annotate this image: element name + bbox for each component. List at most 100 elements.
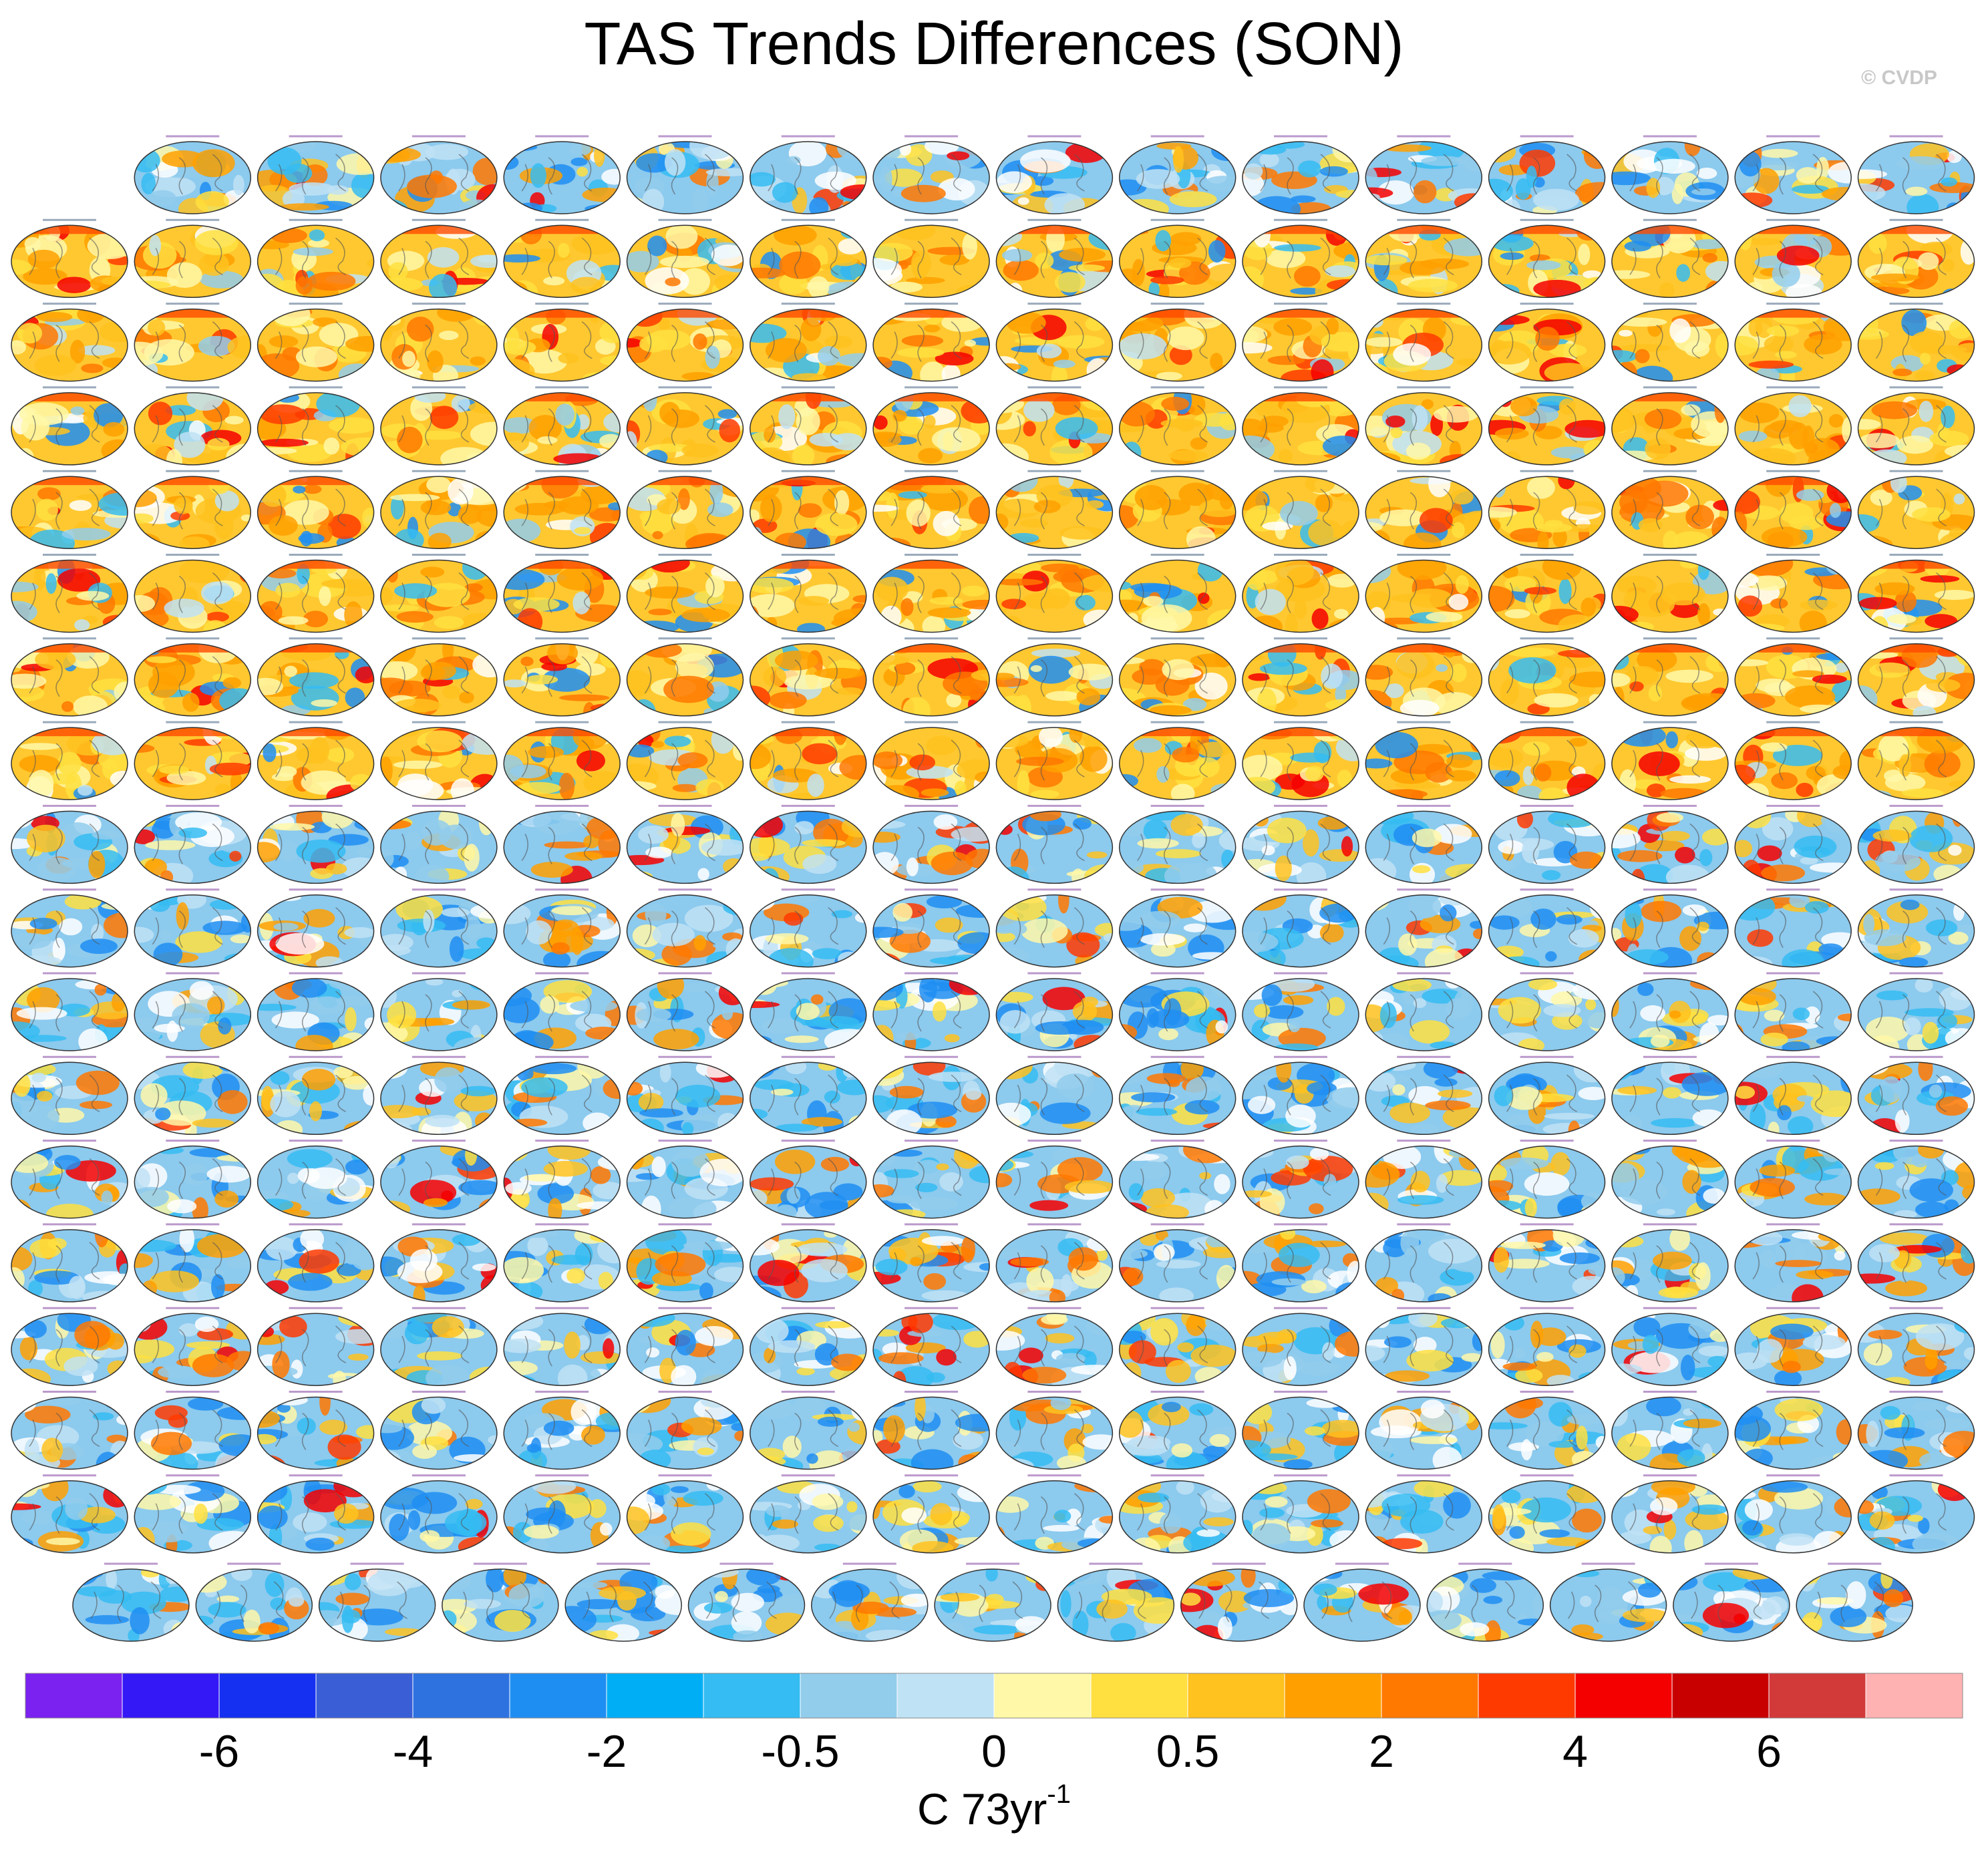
map-blob xyxy=(354,818,389,831)
map-arctic xyxy=(1734,727,1852,736)
map-field xyxy=(377,719,512,803)
credit: © CVDP xyxy=(1861,67,1937,89)
map-blob xyxy=(244,313,255,323)
map-blob xyxy=(807,774,824,797)
map-field xyxy=(987,1146,1123,1219)
map-blob xyxy=(275,933,324,955)
map-blob xyxy=(1727,572,1758,587)
map-blob xyxy=(700,1159,748,1186)
map-field xyxy=(737,224,872,299)
map-blob xyxy=(643,387,657,411)
map-blob xyxy=(462,731,512,755)
map-blob xyxy=(46,1204,94,1226)
map-blob xyxy=(326,863,347,874)
map-arctic xyxy=(872,560,990,569)
map-blob xyxy=(329,417,377,434)
map-blob xyxy=(1119,810,1146,837)
map-blob xyxy=(718,886,762,909)
map-field xyxy=(1596,723,1729,800)
map-blob xyxy=(1255,589,1286,615)
map-field xyxy=(1729,469,1866,549)
map-blob xyxy=(1254,1004,1270,1018)
map-blob xyxy=(1071,868,1085,886)
map-field xyxy=(1837,141,1984,220)
map-blob xyxy=(1749,361,1794,369)
map-blob xyxy=(608,502,624,510)
map-blob xyxy=(472,652,508,677)
map-blob xyxy=(16,1035,66,1042)
map-field xyxy=(1106,975,1240,1051)
map-panel xyxy=(363,973,497,1058)
map-panel xyxy=(1729,469,1866,549)
map-panel xyxy=(1351,806,1497,892)
map-blob xyxy=(1500,1158,1549,1170)
map-blob xyxy=(1918,252,1939,271)
map-field xyxy=(373,555,517,635)
map-panel xyxy=(853,218,999,299)
map-blob xyxy=(178,828,207,838)
map-blob xyxy=(608,781,656,791)
map-blob xyxy=(1830,503,1841,518)
map-blob xyxy=(1551,447,1588,459)
map-blob xyxy=(1556,914,1583,924)
map-blob xyxy=(875,577,908,602)
map-blob xyxy=(966,1087,982,1099)
map-blob xyxy=(901,185,946,202)
map-blob xyxy=(981,645,1018,653)
map-blob xyxy=(57,752,81,776)
map-field xyxy=(1845,643,1988,720)
map-blob xyxy=(1244,164,1263,180)
map-blob xyxy=(1733,956,1772,971)
map-panel xyxy=(486,304,640,387)
map-field xyxy=(1727,550,1862,636)
map-blob xyxy=(1452,522,1465,538)
map-panel xyxy=(737,386,867,475)
map-blob xyxy=(1788,395,1812,417)
map-blob xyxy=(1112,581,1132,590)
map-field xyxy=(1485,1057,1609,1142)
map-field xyxy=(114,309,268,382)
map-blob xyxy=(512,289,526,297)
map-blob xyxy=(602,808,625,824)
map-blob xyxy=(677,752,707,768)
map-blob xyxy=(636,1008,671,1022)
map-blob xyxy=(1040,1102,1091,1124)
map-blob xyxy=(876,785,919,804)
map-field xyxy=(489,392,633,472)
map-blob xyxy=(1285,1104,1316,1128)
map-blob xyxy=(836,687,863,695)
map-panel xyxy=(253,300,389,387)
map-blob xyxy=(802,839,846,846)
map-blob xyxy=(1890,473,1907,493)
map-blob xyxy=(1297,862,1327,890)
map-blob xyxy=(1617,897,1644,905)
map-blob xyxy=(1715,396,1727,423)
map-arctic xyxy=(995,224,1113,234)
map-blob xyxy=(1305,766,1324,782)
map-blob xyxy=(1428,470,1450,498)
map-blob xyxy=(1887,614,1916,624)
map-panel xyxy=(1727,550,1862,636)
map-blob xyxy=(976,394,1024,413)
map-panel xyxy=(1352,387,1482,470)
map-blob xyxy=(1498,997,1541,1024)
map-field xyxy=(616,810,749,884)
map-blob xyxy=(1697,952,1719,969)
map-blob xyxy=(801,318,822,341)
map-panel xyxy=(744,553,884,638)
map-arctic xyxy=(380,224,498,234)
map-panel xyxy=(244,552,377,637)
map-blob xyxy=(254,890,269,907)
map-blob xyxy=(239,949,251,976)
map-blob xyxy=(17,448,34,466)
map-blob xyxy=(469,975,494,990)
map-blob xyxy=(1406,443,1431,460)
map-blob xyxy=(649,553,690,572)
map-blob xyxy=(645,904,667,925)
map-field xyxy=(732,807,875,889)
map-blob xyxy=(1449,594,1469,610)
map-blob xyxy=(79,1101,112,1109)
map-blob xyxy=(1669,1011,1681,1019)
map-arctic xyxy=(503,224,621,234)
map-panel xyxy=(7,890,140,968)
